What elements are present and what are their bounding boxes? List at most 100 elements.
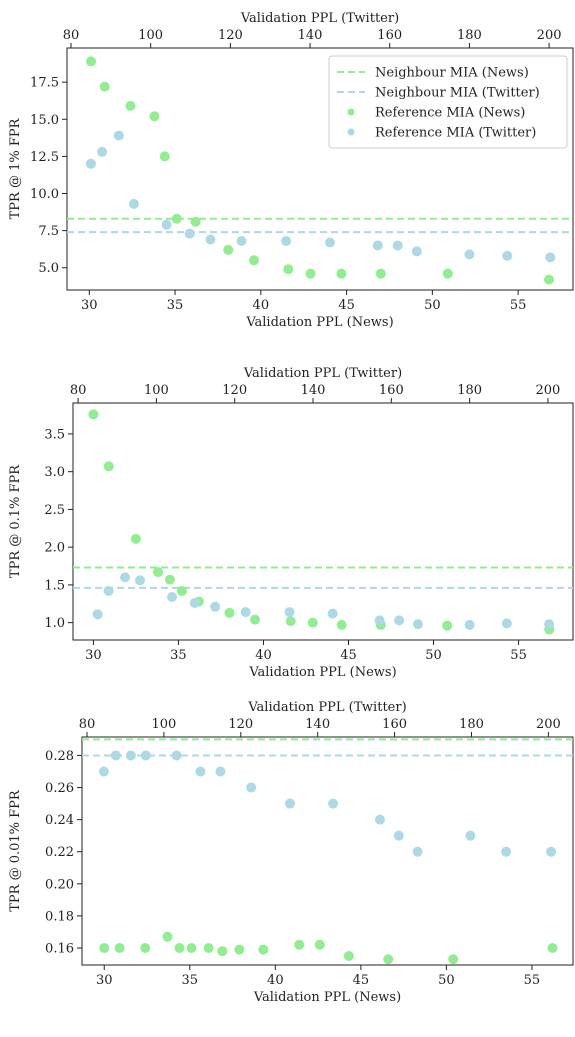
x2-tick-label: 140 (301, 383, 326, 398)
x-tick-label: 30 (96, 973, 113, 988)
axes-frame (66, 47, 574, 291)
point (98, 766, 109, 777)
point (130, 533, 141, 544)
point (164, 574, 175, 585)
y-tick-label: 0.26 (45, 781, 74, 796)
point (99, 942, 110, 953)
point (343, 951, 354, 962)
point (217, 946, 228, 957)
point (375, 268, 386, 279)
point (190, 216, 201, 227)
point (393, 830, 404, 841)
point (110, 750, 121, 761)
point (120, 572, 131, 583)
x-tick-label: 55 (524, 973, 541, 988)
point (283, 264, 294, 275)
axes-frame (81, 736, 574, 966)
point (205, 234, 216, 245)
x2-tick-label: 120 (228, 717, 253, 732)
point (171, 750, 182, 761)
x-tick-label: 50 (425, 648, 442, 663)
point (543, 274, 554, 285)
point (167, 591, 178, 602)
point (547, 942, 558, 953)
point (258, 944, 269, 955)
point (502, 250, 513, 261)
point (442, 620, 453, 631)
point (103, 585, 114, 596)
point (224, 607, 235, 618)
legend: Neighbour MIA (News) Neighbour MIA (Twitt… (328, 55, 568, 149)
x-tick-label: 55 (510, 298, 527, 313)
point (240, 607, 251, 618)
x-tick-label: 45 (353, 973, 370, 988)
legend-box (328, 55, 568, 149)
x2-tick-label: 180 (457, 28, 482, 43)
y-tick-label: 1.0 (44, 616, 65, 631)
point (285, 616, 296, 627)
x-axis-label: Validation PPL (News) (248, 665, 396, 680)
point (140, 750, 151, 761)
x2-axis-label: Validation PPL (Twitter) (247, 700, 406, 715)
x2-tick-label: 100 (138, 28, 163, 43)
x-tick-label: 35 (167, 298, 184, 313)
point (412, 846, 423, 857)
point (140, 942, 151, 953)
point (246, 782, 257, 793)
y-tick-label: 12.5 (30, 150, 59, 165)
point (86, 56, 97, 67)
point (307, 617, 318, 628)
legend-marker (347, 108, 355, 116)
y-tick-label: 0.24 (45, 813, 74, 828)
y-tick-label: 0.18 (45, 909, 74, 924)
point (336, 619, 347, 630)
x2-tick-label: 160 (382, 717, 407, 732)
x2-tick-label: 160 (379, 383, 404, 398)
point (128, 198, 139, 209)
y-tick-label: 5.0 (38, 261, 59, 276)
x2-tick-label: 140 (298, 28, 323, 43)
x-tick-label: 35 (170, 648, 187, 663)
y-axis-label: TPR @ 0.01% FPR (8, 789, 23, 912)
point (394, 615, 405, 626)
point (99, 81, 110, 92)
point (465, 830, 476, 841)
point (215, 766, 226, 777)
point (92, 609, 103, 620)
point (153, 567, 164, 578)
x-tick-label: 30 (81, 298, 98, 313)
x-tick-label: 50 (438, 973, 455, 988)
point (234, 944, 245, 955)
point (281, 236, 292, 247)
point (448, 954, 459, 965)
point (383, 954, 394, 965)
point (113, 130, 124, 141)
y-tick-label: 2.5 (44, 503, 65, 518)
point (236, 236, 247, 247)
point (176, 585, 187, 596)
legend-label: Reference MIA (Twitter) (375, 126, 536, 141)
subplot: 5.0 7.5 10.0 12.5 15.0 17.5 30 35 40 45 50 55 80 100 1… (8, 11, 574, 330)
x2-axis-label: Validation PPL (Twitter) (240, 11, 399, 26)
x-tick-label: 45 (338, 298, 355, 313)
x2-tick-label: 180 (457, 383, 482, 398)
point (284, 607, 295, 618)
point (374, 814, 385, 825)
point (174, 942, 185, 953)
point (464, 249, 475, 260)
point (97, 146, 108, 157)
point (327, 608, 338, 619)
x2-tick-label: 200 (536, 717, 561, 732)
y-axis-label: TPR @ 1% FPR (8, 117, 23, 219)
x2-tick-label: 160 (377, 28, 402, 43)
y-tick-label: 3.5 (44, 427, 65, 442)
x2-tick-label: 140 (305, 717, 330, 732)
point (328, 798, 339, 809)
y-tick-label: 17.5 (30, 76, 59, 91)
y-tick-label: 1.5 (44, 578, 65, 593)
x2-tick-label: 80 (63, 28, 80, 43)
x2-tick-label: 80 (70, 383, 87, 398)
point (392, 240, 403, 251)
x2-tick-label: 180 (459, 717, 484, 732)
point (314, 939, 325, 950)
